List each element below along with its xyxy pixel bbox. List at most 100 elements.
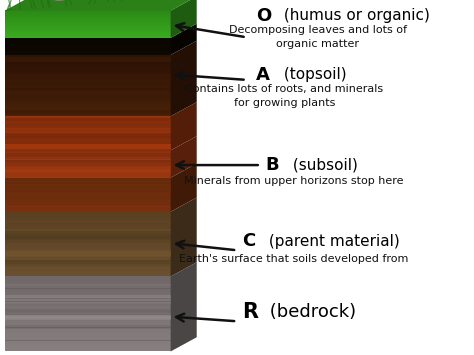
Bar	[5, 132, 171, 133]
Bar	[5, 251, 171, 256]
Bar	[5, 221, 171, 222]
Bar	[5, 239, 171, 240]
Bar	[5, 317, 171, 318]
Bar	[5, 316, 171, 320]
Bar	[5, 185, 171, 187]
Bar	[5, 292, 171, 294]
Bar	[5, 67, 171, 69]
Bar	[5, 193, 171, 196]
Bar	[5, 249, 171, 251]
Bar	[5, 91, 171, 93]
Bar	[5, 228, 171, 230]
Bar	[5, 306, 171, 308]
Bar	[5, 308, 171, 310]
Bar	[5, 78, 171, 80]
Bar	[5, 294, 171, 296]
Bar	[5, 181, 171, 183]
Bar	[5, 253, 171, 255]
Bar	[5, 161, 171, 166]
Text: (bedrock): (bedrock)	[264, 304, 356, 321]
Bar	[5, 17, 171, 20]
Bar	[5, 166, 171, 169]
Text: R: R	[242, 302, 258, 322]
Text: (parent material): (parent material)	[264, 234, 400, 249]
Bar	[5, 335, 171, 337]
Bar	[5, 134, 171, 136]
Bar	[5, 323, 171, 325]
Bar	[5, 258, 171, 260]
Bar	[5, 278, 171, 280]
Bar	[5, 109, 171, 111]
Bar	[5, 284, 171, 286]
Bar	[5, 44, 171, 45]
Bar	[5, 229, 171, 233]
Bar	[5, 111, 171, 115]
Bar	[5, 316, 171, 319]
Bar	[5, 280, 171, 282]
Bar	[5, 344, 171, 346]
Bar	[5, 34, 171, 36]
Bar	[5, 202, 171, 204]
Bar	[5, 55, 171, 59]
Bar	[5, 211, 171, 213]
Bar	[5, 30, 171, 32]
Bar	[5, 64, 171, 66]
Bar	[5, 120, 171, 122]
Bar	[5, 332, 171, 334]
Bar	[5, 96, 171, 98]
Bar	[5, 326, 171, 329]
Bar	[5, 144, 171, 147]
Bar	[5, 229, 171, 231]
Polygon shape	[171, 0, 197, 38]
Bar	[5, 206, 171, 208]
Bar	[5, 12, 171, 14]
Bar	[5, 85, 171, 87]
Bar	[5, 204, 171, 206]
Bar	[5, 219, 171, 221]
Bar	[5, 159, 171, 160]
Bar	[5, 285, 171, 287]
Bar	[5, 132, 171, 134]
Bar	[5, 226, 171, 228]
Bar	[5, 235, 171, 239]
Bar	[5, 75, 171, 77]
Bar	[5, 217, 171, 219]
Bar	[5, 98, 171, 100]
Bar	[5, 201, 171, 203]
Bar	[5, 256, 171, 258]
Bar	[5, 151, 171, 152]
Bar	[5, 14, 171, 16]
Bar	[5, 179, 171, 181]
Bar	[5, 39, 171, 42]
Bar	[5, 129, 171, 131]
Bar	[5, 118, 171, 120]
Bar	[5, 324, 171, 327]
Bar	[5, 83, 171, 86]
Bar	[5, 153, 171, 157]
Bar	[5, 60, 171, 62]
Bar	[5, 144, 171, 147]
Text: (humus or organic): (humus or organic)	[279, 9, 429, 23]
Bar	[5, 303, 171, 305]
Bar	[5, 98, 171, 99]
Bar	[5, 154, 171, 156]
Bar	[5, 299, 171, 301]
Bar	[5, 297, 171, 300]
Text: O: O	[256, 7, 271, 25]
Bar	[5, 195, 171, 197]
Bar	[5, 183, 171, 185]
Bar	[5, 177, 171, 179]
Bar	[5, 73, 171, 75]
Bar	[5, 276, 171, 278]
Bar	[5, 162, 171, 163]
Bar	[5, 57, 171, 62]
Bar	[5, 38, 171, 39]
Bar	[5, 87, 171, 89]
Bar	[5, 181, 171, 184]
Bar	[5, 20, 171, 22]
Bar	[5, 127, 171, 129]
Bar	[5, 113, 171, 116]
Bar	[5, 220, 171, 223]
Bar	[5, 21, 171, 23]
Bar	[5, 27, 171, 29]
